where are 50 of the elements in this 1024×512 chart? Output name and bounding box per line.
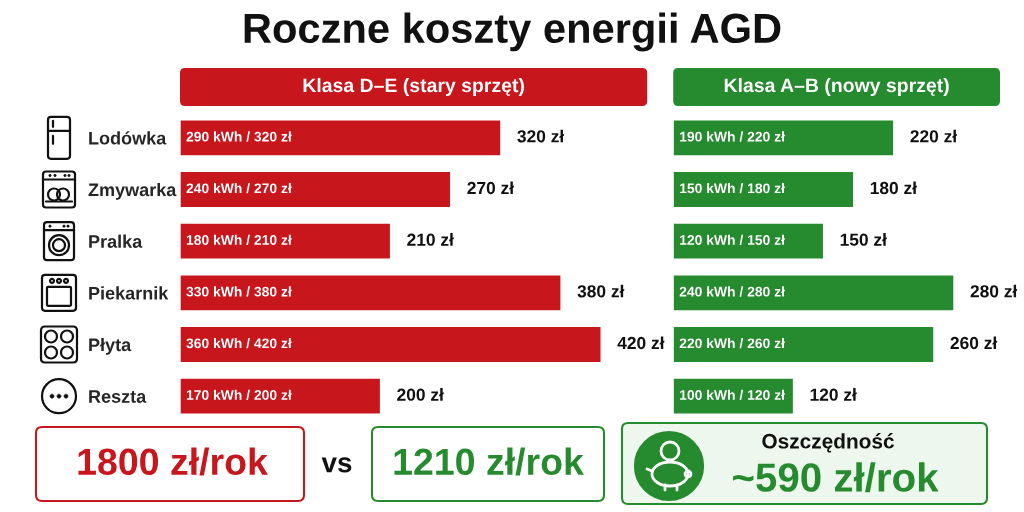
annotation: 290 kWh / 320 zł — [186, 131, 292, 142]
data-label: 200 zł — [397, 388, 444, 401]
data-label: 180 zł — [870, 181, 917, 195]
y-tick-label: Lodówka — [89, 131, 167, 145]
y-tick-label: Reszta — [89, 390, 147, 403]
y-tick-label: Płyta — [89, 337, 132, 355]
text: ~590 zł/rok — [733, 462, 939, 493]
data-label: 120 zł — [810, 388, 857, 401]
annotation: 100 kWh / 120 zł — [680, 389, 785, 401]
bar — [180, 325, 602, 364]
data-label: 320 zł — [517, 129, 565, 143]
annotation: 330 kWh / 380 zł — [186, 286, 292, 297]
bar — [673, 274, 955, 312]
data-label: 280 zł — [970, 284, 1018, 298]
y-tick-label: Zmywarka — [88, 182, 177, 200]
annotation: 240 kWh / 270 zł — [186, 183, 292, 194]
text: vs — [321, 457, 352, 473]
data-label: 210 zł — [407, 233, 454, 246]
data-label: 270 zł — [467, 181, 514, 195]
bar — [673, 325, 935, 364]
annotation: 150 kWh / 180 zł — [680, 183, 785, 194]
data-label: 220 zł — [910, 129, 957, 143]
bar — [180, 119, 502, 157]
annotation: 120 kWh / 150 zł — [680, 234, 785, 246]
y-tick-label: Piekarnik — [89, 286, 169, 300]
text: 1800 zł/rok — [78, 447, 268, 476]
data-label: 420 zł — [617, 336, 665, 350]
annotation: 360 kWh / 420 zł — [186, 338, 292, 349]
bar — [673, 170, 855, 209]
series-label: Klasa D–E (stary sprzęt) — [303, 77, 524, 97]
bar — [180, 274, 562, 312]
annotation: 240 kWh / 280 zł — [679, 286, 785, 297]
bar — [673, 377, 795, 415]
bar — [673, 222, 825, 260]
annotation: 190 kWh / 220 zł — [680, 131, 785, 142]
data-label: 150 zł — [840, 233, 887, 246]
y-tick-label: Pralka — [89, 234, 143, 248]
bar — [180, 222, 392, 260]
data-label: 380 zł — [577, 284, 625, 298]
annotation: 220 kWh / 260 zł — [679, 338, 785, 349]
bar — [673, 119, 895, 157]
text: 1210 zł/rok — [394, 447, 584, 476]
text: Oszczędność — [762, 433, 894, 453]
data-label: 260 zł — [950, 336, 998, 350]
annotation: 170 kWh / 200 zł — [186, 389, 292, 401]
chart-title: Roczne koszty energii AGD — [244, 12, 781, 52]
bar — [180, 170, 452, 209]
annotation: 180 kWh / 210 zł — [186, 234, 292, 246]
bar — [180, 377, 382, 415]
series-label: Klasa A–B (nowy sprzęt) — [724, 77, 949, 97]
